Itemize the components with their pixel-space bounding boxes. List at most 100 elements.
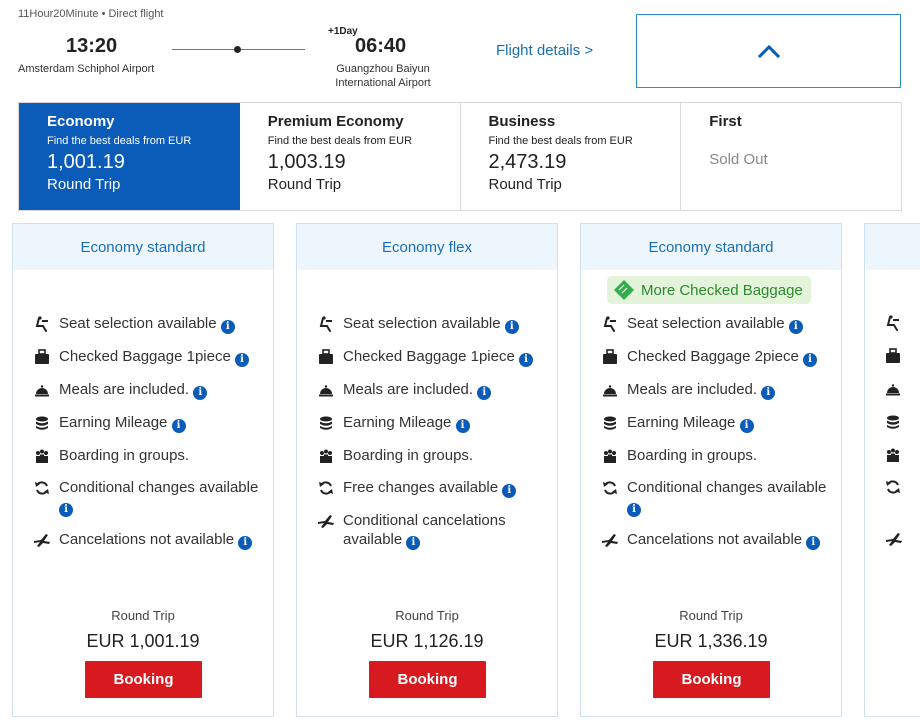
tab-price: 1,003.19	[267, 151, 346, 173]
info-icon[interactable]: i	[739, 419, 754, 433]
fare-trip-type: Round Trip	[395, 608, 459, 623]
tab-name: Premium Economy	[267, 113, 404, 130]
change-icon	[33, 479, 51, 497]
fare-feature: Earning Mileage i	[33, 413, 263, 433]
fare-feature: Checked Baggage 2piece i	[601, 347, 831, 367]
baggage-icon	[33, 348, 51, 366]
feature-text: Boarding in groups.	[627, 447, 758, 464]
baggage-icon	[885, 348, 901, 369]
fare-feature: Free changes available i	[317, 478, 547, 498]
info-icon[interactable]: i	[788, 320, 803, 334]
feature-text: Earning Mileage	[343, 414, 452, 431]
fare-card-partial	[864, 223, 920, 717]
seat-icon	[601, 315, 619, 333]
fare-feature: Earning Mileage i	[601, 413, 831, 433]
info-icon[interactable]: i	[406, 536, 421, 550]
fare-feature: Conditional cancelations available i	[317, 511, 547, 550]
arrival-day-offset: +1Day	[328, 26, 358, 37]
seat-icon	[317, 315, 335, 333]
feature-text: Meals are included.	[59, 381, 190, 398]
boarding-icon	[885, 447, 901, 468]
change-icon	[601, 479, 619, 497]
tab-premium-economy[interactable]: Premium Economy Find the best deals from…	[239, 103, 461, 210]
info-icon[interactable]: i	[455, 419, 470, 433]
cancel-icon	[317, 512, 335, 530]
booking-button[interactable]: Booking	[85, 661, 202, 698]
fare-feature: Boarding in groups.	[601, 446, 831, 465]
booking-button[interactable]: Booking	[369, 661, 486, 698]
tab-trip-type: Round Trip	[47, 176, 121, 193]
fare-trip-type: Round Trip	[679, 608, 743, 623]
tab-name: Economy	[47, 113, 115, 130]
arrival-airport: Guangzhou Baiyun International Airport	[335, 63, 431, 89]
info-icon[interactable]: i	[802, 353, 817, 367]
badge-label: More Checked Baggage	[641, 281, 803, 299]
fare-feature: Boarding in groups.	[317, 446, 547, 465]
feature-text: Earning Mileage	[59, 414, 168, 431]
route-dot	[234, 46, 241, 53]
sold-out-label: Sold Out	[709, 151, 768, 168]
info-icon[interactable]: i	[806, 536, 821, 550]
boarding-icon	[33, 447, 51, 465]
fare-feature: Conditional changes available i	[601, 478, 831, 517]
fare-feature: Checked Baggage 1piece i	[317, 347, 547, 367]
feature-text: Earning Mileage	[627, 414, 736, 431]
tab-economy[interactable]: Economy Find the best deals from EUR 1,0…	[19, 103, 240, 210]
fare-feature: Seat selection available i	[317, 314, 547, 334]
departure-airport: Amsterdam Schiphol Airport	[18, 63, 155, 75]
info-icon[interactable]: i	[761, 386, 776, 400]
info-icon[interactable]: i	[504, 320, 519, 334]
info-icon[interactable]: i	[59, 503, 73, 517]
meal-icon	[317, 381, 335, 399]
feature-text: Seat selection available	[627, 315, 785, 332]
fare-feature: Meals are included. i	[33, 380, 263, 400]
mileage-icon	[317, 414, 335, 432]
flight-duration: 11Hour20Minute • Direct flight	[18, 8, 164, 20]
seat-icon	[885, 315, 901, 336]
info-icon[interactable]: i	[171, 419, 186, 433]
collapse-button[interactable]	[636, 14, 901, 88]
tab-trip-type: Round Trip	[488, 176, 562, 193]
tab-first[interactable]: First Sold Out	[681, 103, 901, 210]
fare-feature: Checked Baggage 1piece i	[33, 347, 263, 367]
feature-text: Conditional cancelations available	[343, 512, 506, 548]
departure-time: 13:20	[66, 35, 118, 57]
boarding-icon	[601, 447, 619, 465]
fare-card: Economy standard Seat selection availabl…	[12, 223, 274, 717]
tab-subtitle: Find the best deals from EUR	[488, 135, 633, 147]
tab-business[interactable]: Business Find the best deals from EUR 2,…	[460, 103, 682, 210]
info-icon[interactable]: i	[502, 484, 517, 498]
fare-feature: Earning Mileage i	[317, 413, 547, 433]
info-icon[interactable]: i	[477, 386, 492, 400]
feature-text: Conditional changes available	[59, 479, 259, 496]
sale-tag-icon	[614, 280, 634, 300]
fare-card: Economy standard More Checked Baggage Se…	[580, 223, 842, 717]
info-icon[interactable]: i	[193, 386, 208, 400]
fare-title: Economy standard	[581, 224, 841, 270]
fare-title: Economy standard	[13, 224, 273, 270]
info-icon[interactable]: i	[234, 353, 249, 367]
flight-details-link[interactable]: Flight details >	[496, 42, 594, 59]
cancel-icon	[601, 531, 619, 549]
tab-price: 1,001.19	[47, 151, 125, 173]
info-icon[interactable]: i	[627, 503, 641, 517]
cancel-icon	[885, 531, 903, 552]
tab-trip-type: Round Trip	[267, 176, 342, 193]
change-icon	[885, 479, 901, 500]
meal-icon	[601, 381, 619, 399]
tab-subtitle: Find the best deals from EUR	[47, 135, 192, 147]
fare-feature: Meals are included. i	[317, 380, 547, 400]
fare-title-partial	[865, 224, 920, 270]
info-icon[interactable]: i	[220, 320, 235, 334]
change-icon	[317, 479, 335, 497]
fare-feature: Seat selection available i	[601, 314, 831, 334]
info-icon[interactable]: i	[518, 353, 533, 367]
booking-button[interactable]: Booking	[653, 661, 770, 698]
more-baggage-badge: More Checked Baggage	[607, 276, 811, 304]
tab-subtitle: Find the best deals from EUR	[267, 135, 413, 147]
feature-text: Boarding in groups.	[59, 447, 190, 464]
info-icon[interactable]: i	[238, 536, 253, 550]
feature-text: Cancelations not available	[627, 531, 803, 548]
mileage-icon	[885, 414, 901, 435]
